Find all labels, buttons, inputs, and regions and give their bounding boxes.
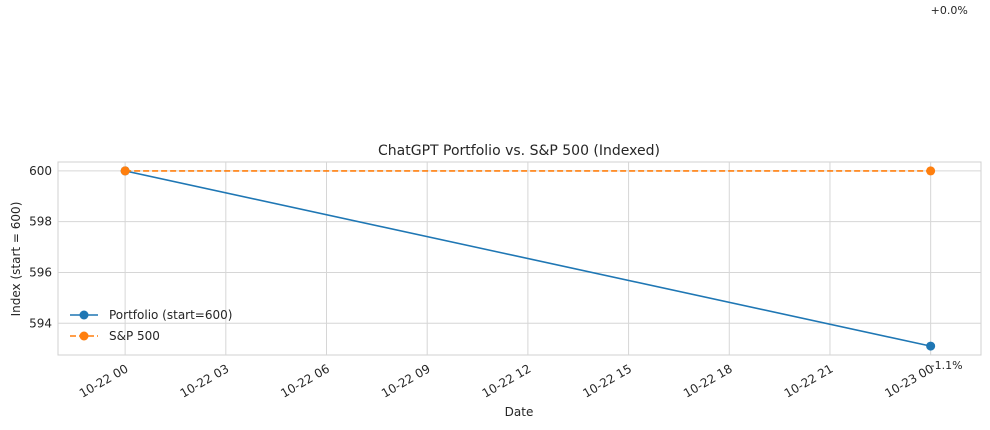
x-tick-label: 10-23 00 [882,361,936,400]
series-point-1 [926,166,936,176]
annotation-label: -1.1% [931,359,963,372]
x-axis-label: Date [505,405,534,419]
annotation-label: +0.0% [931,4,968,17]
x-tick-label: 10-22 09 [379,361,433,400]
plot-area [57,161,982,356]
chart-title: ChatGPT Portfolio vs. S&P 500 (Indexed) [378,143,660,159]
legend-label: Portfolio (start=600) [109,308,232,322]
x-tick-label: 10-22 00 [77,361,131,400]
series-point-0 [926,341,936,351]
series-point-1 [120,166,130,176]
series-line-0 [124,170,931,347]
legend-label: S&P 500 [109,329,160,343]
x-tick-label: 10-22 15 [580,361,634,400]
legend-marker [79,310,89,320]
plot-frame [57,161,982,356]
annotations: +0.0% -1.1% [931,4,968,372]
y-tick-label: 600 [29,164,52,178]
x-tick-label: 10-22 18 [681,361,735,400]
x-tick-label: 10-22 06 [278,361,332,400]
legend-marker [79,331,89,341]
x-tick-label: 10-22 03 [178,361,232,400]
legend: Portfolio (start=600) S&P 500 [70,308,232,343]
series-layer [120,166,936,351]
y-axis-label: Index (start = 600) [9,202,23,317]
y-tick-label: 598 [29,215,52,229]
x-tick-label: 10-22 21 [782,361,836,400]
y-tick-label: 594 [29,316,52,330]
x-tick-label: 10-22 12 [480,361,534,400]
y-tick-label: 596 [29,265,52,279]
labels: ChatGPT Portfolio vs. S&P 500 (Indexed) … [9,143,660,419]
